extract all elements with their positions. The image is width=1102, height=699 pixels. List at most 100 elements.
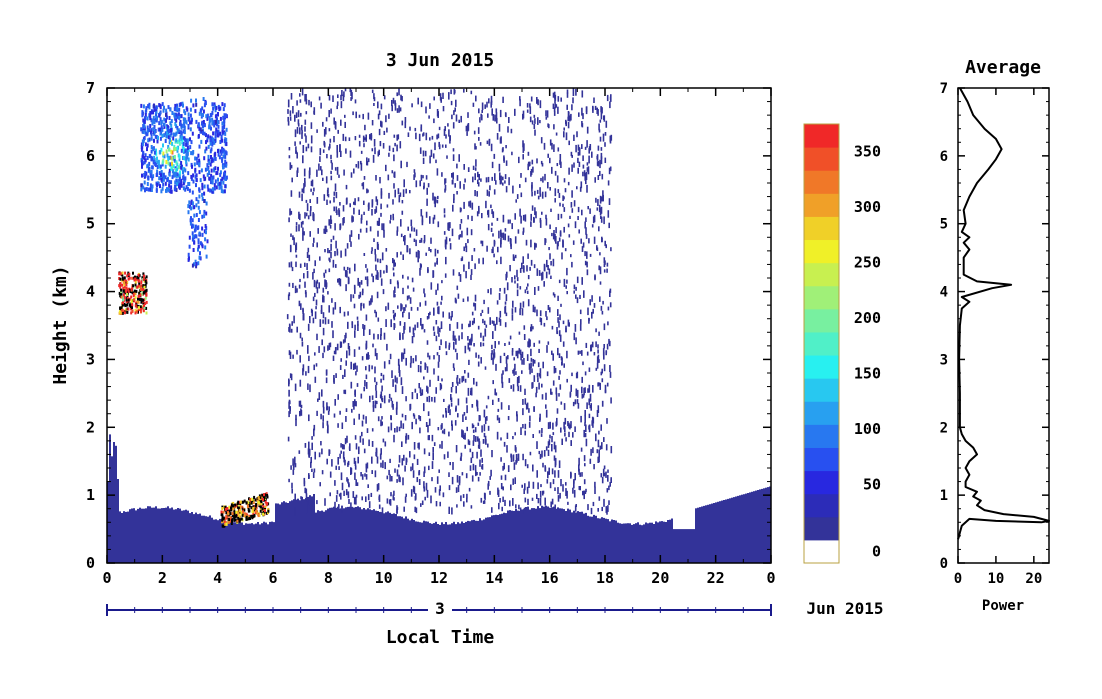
heatmap-cell (447, 222, 449, 231)
heatmap-cell (413, 227, 416, 232)
heatmap-cell (607, 321, 609, 326)
heatmap-cell (584, 422, 586, 427)
heatmap-cell (610, 134, 613, 141)
heatmap-cell (388, 145, 391, 152)
heatmap-cell (397, 305, 399, 309)
heatmap-cell (514, 432, 516, 436)
heatmap-cell (388, 393, 391, 399)
heatmap-cell (578, 486, 581, 490)
heatmap-cell (587, 504, 589, 511)
heatmap-cell (164, 181, 167, 186)
heatmap-cell (336, 248, 339, 254)
heatmap-cell (305, 371, 307, 376)
heatmap-cell (491, 507, 493, 513)
heatmap-cell (592, 501, 595, 507)
heatmap-cell (559, 154, 562, 162)
heatmap-cell (175, 168, 177, 172)
heatmap-cell (167, 127, 170, 132)
heatmap-cell (498, 317, 501, 323)
heatmap-cell (138, 298, 141, 301)
heatmap-cell (540, 272, 543, 276)
heatmap-cell (436, 257, 438, 265)
heatmap-cell (458, 119, 460, 123)
heatmap-cell (144, 302, 147, 306)
heatmap-cell (321, 389, 323, 397)
heatmap-cell (135, 289, 138, 293)
heatmap-cell (398, 88, 400, 96)
heatmap-cell (224, 154, 227, 159)
heatmap-cell (339, 278, 342, 287)
heatmap-cell (123, 276, 126, 280)
heatmap-cell (436, 301, 439, 306)
heatmap-cell (385, 248, 388, 252)
heatmap-cell (461, 472, 464, 476)
heatmap-cell (359, 291, 362, 298)
heatmap-cell (213, 140, 216, 145)
heatmap-cell (180, 161, 183, 165)
heatmap-cell (314, 311, 317, 319)
heatmap-cell (150, 157, 153, 162)
heatmap-cell (437, 375, 440, 381)
heatmap-cell (588, 318, 590, 322)
heatmap-cell (266, 493, 269, 497)
heatmap-cell (344, 114, 346, 118)
heatmap-cell (584, 414, 586, 423)
heatmap-cell (531, 120, 534, 125)
heatmap-cell (343, 508, 345, 563)
heatmap-cell (293, 315, 295, 324)
heatmap-cell (554, 457, 557, 466)
heatmap-cell (333, 413, 336, 418)
heatmap-cell (298, 284, 301, 289)
heatmap-cell (431, 135, 434, 140)
heatmap-cell (452, 330, 455, 338)
heatmap-cell (556, 327, 558, 334)
heatmap-cell (491, 222, 493, 226)
heatmap-cell (137, 508, 139, 563)
heatmap-cell (219, 172, 222, 177)
heatmap-cell (337, 394, 339, 400)
heatmap-cell (342, 205, 345, 212)
heatmap-cell (289, 208, 291, 216)
heatmap-cell (401, 458, 404, 466)
heatmap-cells (107, 88, 771, 563)
heatmap-cell (599, 159, 601, 165)
heatmap-cell (198, 124, 201, 129)
heatmap-cell (481, 309, 484, 313)
heatmap-cell (570, 384, 572, 392)
heatmap-cell (531, 182, 533, 189)
heatmap-cell (174, 103, 177, 108)
heatmap-cell (161, 127, 164, 132)
heatmap-cell (522, 214, 525, 221)
heatmap-cell (394, 142, 396, 147)
heatmap-cell (598, 265, 600, 271)
heatmap-cell (233, 522, 235, 563)
heatmap-cell (374, 348, 377, 357)
heatmap-cell (145, 508, 147, 563)
heatmap-cell (448, 472, 450, 477)
heatmap-cell (532, 464, 534, 472)
heatmap-cell (542, 490, 544, 496)
heatmap-cell (352, 111, 354, 116)
heatmap-cell (308, 448, 311, 456)
heatmap-cell (323, 129, 326, 137)
heatmap-cell (575, 337, 577, 345)
heatmap-cell (512, 369, 514, 374)
heatmap-cell (400, 233, 403, 238)
heatmap-cell (387, 302, 390, 310)
heatmap-cell (168, 147, 170, 152)
heatmap-cell (607, 210, 610, 218)
heatmap-cell (297, 498, 299, 563)
heatmap-cell (203, 515, 205, 563)
heatmap-cell (449, 524, 451, 563)
heatmap-cell (291, 500, 293, 563)
heatmap-cell (205, 140, 207, 145)
heatmap-cell (224, 507, 227, 511)
heatmap-cell (462, 494, 465, 498)
heatmap-cell (467, 387, 470, 396)
heatmap-cell (319, 511, 321, 563)
heatmap-cell (456, 504, 458, 508)
heatmap-cell (769, 486, 771, 563)
heatmap-cell (203, 103, 206, 108)
heatmap-cell (451, 476, 454, 485)
heatmap-cell (197, 122, 200, 127)
